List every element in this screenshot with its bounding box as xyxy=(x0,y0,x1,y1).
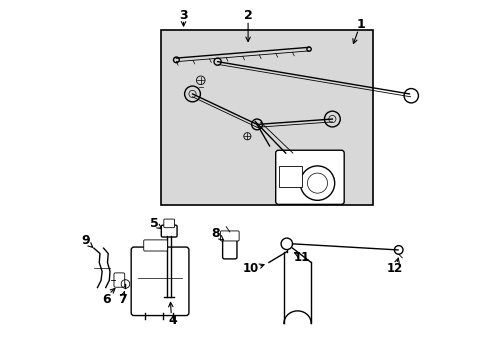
Bar xyxy=(278,166,301,187)
FancyBboxPatch shape xyxy=(114,273,124,287)
Text: 12: 12 xyxy=(386,262,403,275)
Text: 5: 5 xyxy=(149,216,158,230)
Bar xyxy=(160,30,372,205)
FancyBboxPatch shape xyxy=(131,247,188,316)
FancyBboxPatch shape xyxy=(143,240,167,251)
FancyBboxPatch shape xyxy=(275,150,344,204)
Text: 8: 8 xyxy=(211,227,220,240)
Text: 4: 4 xyxy=(168,314,177,327)
Text: 6: 6 xyxy=(102,293,110,306)
FancyBboxPatch shape xyxy=(220,231,239,241)
Text: 9: 9 xyxy=(81,234,90,247)
Text: 11: 11 xyxy=(293,251,309,264)
Text: 3: 3 xyxy=(179,9,187,22)
Text: 7: 7 xyxy=(118,293,127,306)
FancyBboxPatch shape xyxy=(161,225,177,237)
Text: 2: 2 xyxy=(243,9,252,22)
FancyBboxPatch shape xyxy=(163,219,174,228)
Text: 1: 1 xyxy=(356,18,365,31)
Text: 10: 10 xyxy=(243,262,259,275)
FancyBboxPatch shape xyxy=(222,237,237,259)
